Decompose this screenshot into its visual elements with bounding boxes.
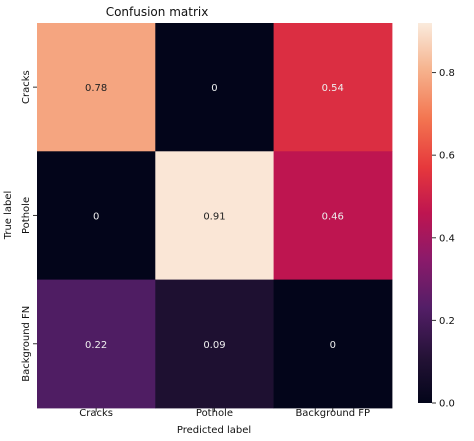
cell-value-label: 0.22 <box>85 340 107 351</box>
colorbar <box>418 23 432 403</box>
cell-value-label: 0.78 <box>85 83 107 94</box>
cell-value-label: 0.91 <box>203 211 225 222</box>
y-tick-label: Background FN <box>21 306 32 382</box>
heatmap-cell <box>273 151 393 281</box>
colorbar-ticks: 0.0 0.2 0.4 0.6 0.8 <box>432 68 455 410</box>
x-tick-label: Background FP <box>295 408 370 419</box>
y-tick-label: Pothole <box>21 197 32 234</box>
y-tick-label: Cracks <box>21 70 32 104</box>
colorbar-tick-label: 0.6 <box>439 151 455 162</box>
heatmap-cell <box>37 23 156 152</box>
x-tick-label: Cracks <box>79 408 113 419</box>
cell-value-label: 0 <box>330 340 336 351</box>
x-tick-label: Pothole <box>196 408 233 419</box>
cell-value-label: 0 <box>93 211 99 222</box>
cell-value-label: 0.46 <box>322 211 344 222</box>
heatmap-cell <box>155 279 275 409</box>
heatmap-cell-labels: 0.78 0 0.54 0 0.91 0.46 0.22 0.09 0 <box>85 83 344 351</box>
colorbar-tick-label: 0.4 <box>439 233 455 244</box>
x-axis-label: Predicted label <box>177 425 251 436</box>
colorbar-tick-label: 0.8 <box>439 68 455 79</box>
heatmap-cells <box>37 23 393 409</box>
cell-value-label: 0 <box>211 83 217 94</box>
heatmap-cell <box>37 279 156 409</box>
colorbar-tick-label: 0.2 <box>439 316 455 327</box>
x-axis-ticks: Cracks Pothole Background FP <box>79 407 370 419</box>
cell-value-label: 0.54 <box>322 83 344 94</box>
y-axis-ticks: Cracks Pothole Background FN <box>21 70 37 382</box>
heatmap-cell <box>273 279 393 409</box>
y-axis-label: True label <box>3 191 14 241</box>
heatmap-cell <box>273 23 393 152</box>
heatmap-cell <box>155 23 275 152</box>
colorbar-tick-label: 0.0 <box>439 399 455 410</box>
chart-title: Confusion matrix <box>106 5 209 19</box>
cell-value-label: 0.09 <box>203 340 225 351</box>
heatmap-cell <box>37 151 156 281</box>
heatmap-cell <box>155 151 275 281</box>
